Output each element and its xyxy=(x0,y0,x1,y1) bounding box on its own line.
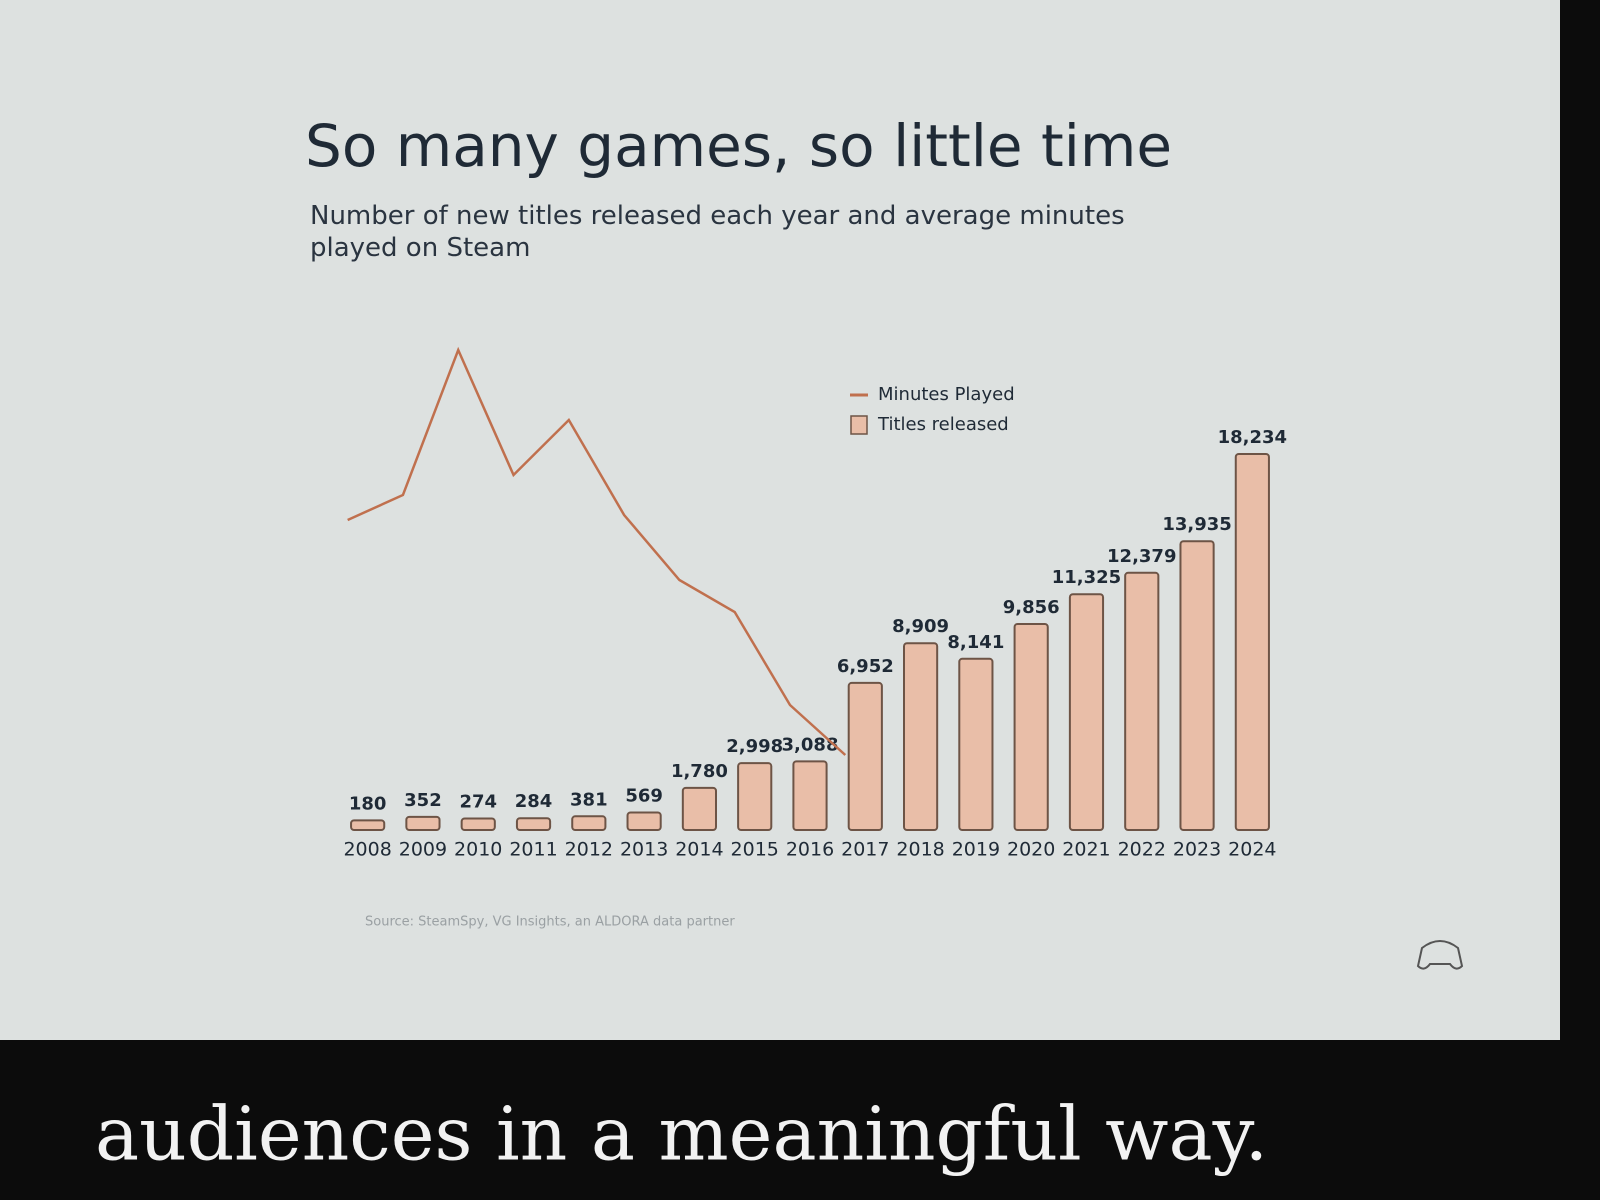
source-note: Source: SteamSpy, VG Insights, an ALDORA… xyxy=(365,915,735,930)
data-label: 13,935 xyxy=(1162,514,1231,535)
bar xyxy=(681,786,718,832)
bar xyxy=(405,815,441,831)
data-label: 274 xyxy=(459,791,497,812)
data-label: 2,998 xyxy=(726,736,783,757)
bar xyxy=(958,657,994,831)
caption: audiences in a meaningful way. xyxy=(95,1091,1268,1177)
x-tick-label: 2015 xyxy=(731,839,779,861)
x-tick-label: 2022 xyxy=(1118,839,1166,861)
data-label: 569 xyxy=(625,785,663,806)
bar xyxy=(571,815,607,832)
bar xyxy=(1234,453,1270,831)
data-label: 381 xyxy=(570,789,608,810)
chart-title: So many games, so little time xyxy=(305,112,1172,180)
bar xyxy=(792,760,828,832)
bar xyxy=(847,681,883,831)
slide xyxy=(0,0,1560,1040)
x-tick-label: 2013 xyxy=(620,839,668,861)
line xyxy=(347,346,847,756)
data-label: 352 xyxy=(404,790,442,811)
bar xyxy=(350,819,386,831)
x-tick-label: 2014 xyxy=(675,839,723,861)
data-label: 12,379 xyxy=(1107,546,1176,567)
data-label: 284 xyxy=(515,791,553,812)
x-tick-label: 2018 xyxy=(896,839,944,861)
bar xyxy=(515,817,552,831)
legend-label: Minutes Played xyxy=(878,384,1015,405)
data-label: 8,909 xyxy=(892,616,949,637)
data-label: 180 xyxy=(349,793,387,814)
bar xyxy=(1068,593,1105,832)
bar xyxy=(1013,623,1049,831)
data-label: 18,234 xyxy=(1218,427,1287,448)
bar xyxy=(737,762,773,831)
x-tick-label: 2012 xyxy=(565,839,613,861)
legend-label: Titles released xyxy=(877,414,1009,435)
x-tick-label: 2019 xyxy=(952,839,1000,861)
x-tick-label: 2021 xyxy=(1062,839,1110,861)
x-tick-label: 2017 xyxy=(841,839,889,861)
controller-icon xyxy=(1416,940,1464,970)
bar xyxy=(903,642,939,832)
bar xyxy=(1124,571,1160,832)
x-tick-label: 2011 xyxy=(509,839,557,861)
x-tick-label: 2016 xyxy=(786,839,834,861)
x-tick-label: 2009 xyxy=(399,839,447,861)
bar xyxy=(626,811,662,831)
x-tick-label: 2010 xyxy=(454,839,502,861)
data-label: 3,088 xyxy=(782,734,839,755)
data-label: 6,952 xyxy=(837,656,894,677)
x-tick-label: 2024 xyxy=(1228,839,1276,861)
data-label: 9,856 xyxy=(1003,597,1060,618)
legend-swatch xyxy=(850,415,868,435)
data-label: 11,325 xyxy=(1052,567,1121,588)
x-tick-label: 2008 xyxy=(343,839,391,861)
chart-subtitle: Number of new titles released each year … xyxy=(310,201,1125,263)
data-label: 1,780 xyxy=(671,761,728,782)
data-label: 8,141 xyxy=(947,632,1004,653)
bar xyxy=(460,817,496,832)
x-tick-label: 2020 xyxy=(1007,839,1055,861)
x-tick-label: 2023 xyxy=(1173,839,1221,861)
bar xyxy=(1179,540,1215,832)
subtitle-box: Number of new titles released each year … xyxy=(310,201,1125,263)
